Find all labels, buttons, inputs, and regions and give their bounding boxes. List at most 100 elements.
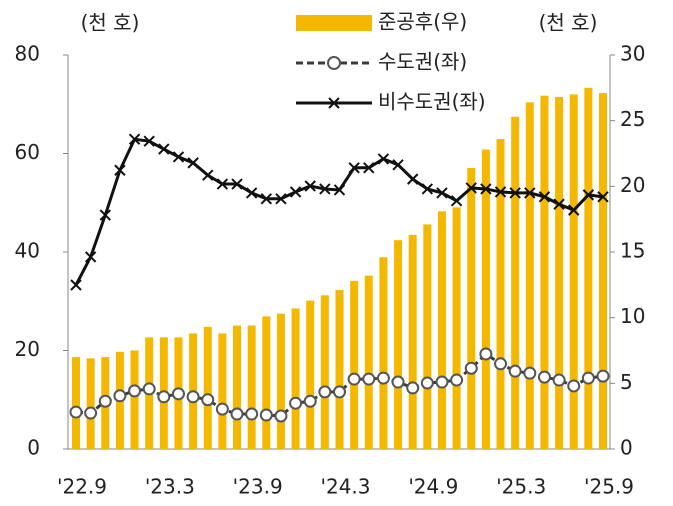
marker [187, 157, 199, 169]
marker [508, 364, 522, 378]
marker [157, 390, 171, 404]
y2-tick-label: 10 [620, 304, 645, 328]
marker [84, 406, 98, 420]
marker [84, 251, 97, 263]
marker [158, 143, 170, 155]
marker [318, 385, 332, 399]
marker [347, 372, 361, 386]
legend-label: 준공후(우) [378, 10, 467, 34]
marker [289, 186, 302, 198]
bar [408, 234, 417, 449]
bar [364, 275, 373, 449]
marker [304, 180, 316, 192]
marker [391, 375, 405, 389]
legend-marker [328, 97, 340, 109]
marker [597, 191, 609, 203]
bar [481, 149, 490, 449]
marker [333, 385, 346, 399]
y2-tick-label: 30 [620, 42, 645, 66]
bar [72, 357, 80, 449]
x-tick-label: '25.9 [584, 475, 634, 499]
bar [291, 308, 300, 449]
marker [216, 178, 229, 190]
marker [479, 347, 493, 361]
marker [567, 379, 581, 393]
marker [143, 135, 155, 147]
marker [319, 183, 331, 195]
bar [394, 240, 403, 449]
y-tick-label: 40 [15, 239, 40, 263]
bar [525, 102, 534, 449]
marker [231, 178, 243, 190]
legend-label: 수도권(좌) [378, 50, 467, 74]
y2-tick-label: 15 [620, 239, 645, 263]
legend-marker [327, 56, 341, 70]
marker [553, 198, 565, 210]
marker [596, 369, 610, 383]
marker [582, 189, 595, 201]
marker [128, 384, 142, 398]
marker [348, 162, 360, 174]
legend-swatch [296, 15, 372, 31]
bar [423, 224, 432, 449]
marker [202, 169, 214, 181]
bar [496, 139, 505, 449]
bar [262, 316, 271, 449]
bar [335, 290, 344, 449]
bar [233, 325, 242, 449]
legend-label: 비수도권(좌) [378, 90, 486, 114]
bar [599, 93, 607, 449]
y2-tick-label: 5 [620, 370, 633, 394]
marker [420, 376, 434, 390]
marker [537, 370, 551, 384]
marker [289, 396, 303, 410]
bar [452, 207, 461, 449]
marker [260, 193, 273, 205]
x-tick-label: '22.9 [57, 475, 107, 499]
marker [464, 361, 478, 375]
marker [568, 204, 580, 216]
x-tick-label: '23.3 [145, 475, 195, 499]
bar [247, 325, 256, 449]
marker [201, 393, 215, 407]
y-tick-label: 0 [27, 436, 40, 460]
marker [523, 366, 537, 380]
marker [245, 407, 259, 421]
marker [215, 402, 229, 416]
marker [376, 371, 390, 385]
bar [511, 116, 520, 449]
marker [113, 389, 127, 403]
bar [437, 211, 446, 449]
marker [303, 394, 317, 408]
left-unit: (천 호) [81, 11, 140, 35]
x-tick-label: '24.3 [320, 475, 370, 499]
marker [259, 408, 273, 422]
bar [276, 313, 285, 449]
marker [435, 375, 449, 389]
bar [130, 350, 139, 449]
marker [274, 409, 288, 423]
right-unit: (천 호) [539, 11, 598, 35]
y2-tick-label: 0 [620, 436, 633, 460]
marker [186, 390, 200, 404]
marker [114, 164, 126, 176]
marker [524, 187, 536, 199]
marker [99, 209, 111, 221]
marker [552, 373, 566, 387]
marker [172, 151, 185, 163]
marker [69, 405, 83, 419]
marker [480, 183, 492, 195]
marker [142, 382, 156, 396]
marker [421, 183, 434, 195]
y-tick-label: 60 [15, 140, 40, 164]
marker [581, 371, 595, 385]
y2-tick-label: 20 [620, 173, 645, 197]
bar [569, 94, 578, 450]
bar [540, 95, 549, 450]
marker [538, 191, 551, 203]
x-tick-label: '23.9 [233, 475, 283, 499]
marker [245, 187, 258, 199]
marker [70, 279, 82, 291]
x-tick-label: '25.3 [496, 475, 546, 499]
marker [275, 193, 287, 205]
